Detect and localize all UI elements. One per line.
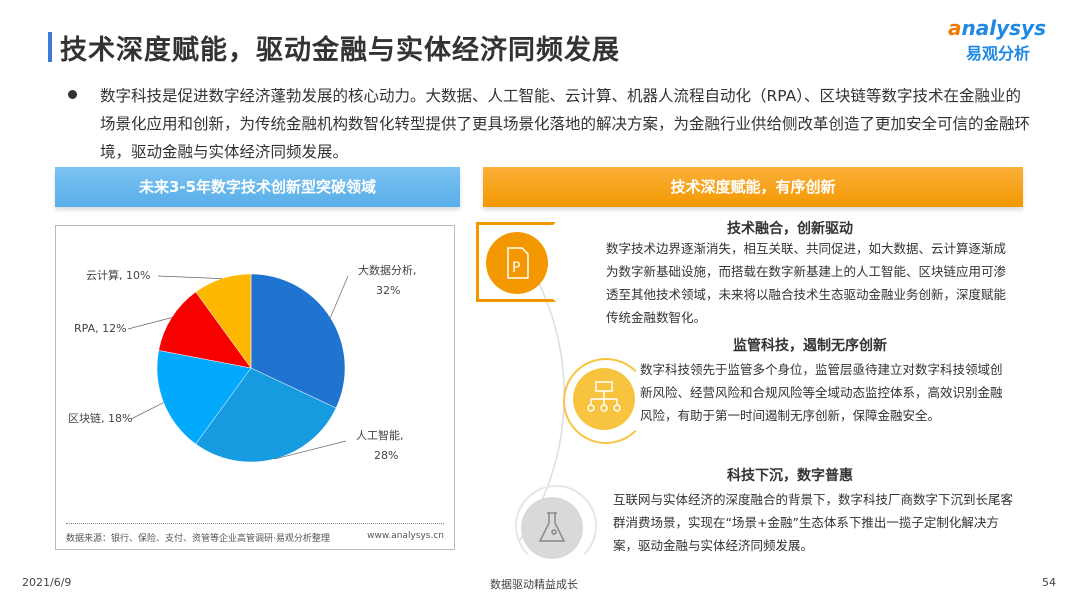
intro-text: 数字科技是促进数字经济蓬勃发展的核心动力。大数据、人工智能、云计算、机器人流程自…: [100, 87, 1031, 161]
bullet-icon: [68, 90, 77, 99]
section-text: 数字科技领先于监管多个身位，监管层亟待建立对数字科技领域创新风险、经营风险和合规…: [640, 362, 1003, 423]
data-source: 数据来源：银行、保险、支付、资管等企业高管调研·易观分析整理: [66, 534, 330, 544]
slice-label: 区块链, 18%: [68, 411, 132, 425]
slice-label: 人工智能,: [356, 428, 404, 442]
section-heading: 科技下沉，数字普惠: [727, 468, 853, 484]
icon-ring: [515, 485, 597, 567]
leader-line: [274, 440, 347, 460]
source-url: www.analysys.cn: [367, 531, 444, 541]
document-p-icon: P: [486, 232, 548, 294]
page-number: 54: [1042, 576, 1056, 589]
right-section-header: 技术深度赋能，有序创新: [483, 167, 1023, 207]
footer-date: 2021/6/9: [22, 576, 72, 589]
slice-percent: 32%: [376, 284, 400, 297]
leader-line: [157, 275, 222, 279]
flask-icon: [521, 497, 583, 559]
logo-cn: 易观分析: [966, 44, 1031, 63]
slice-label: RPA, 12%: [74, 322, 127, 335]
hierarchy-icon: [573, 368, 635, 430]
footer-slogan: 数据驱动精益成长: [490, 578, 578, 591]
page-title: 技术深度赋能，驱动金融与实体经济同频发展: [60, 35, 620, 66]
leader-line: [330, 275, 349, 318]
leader-line: [130, 402, 164, 420]
divider: [66, 523, 444, 524]
slice-label: 大数据分析,: [358, 263, 417, 277]
slice-label: 云计算, 10%: [86, 268, 150, 282]
title-accent-bar: [48, 32, 52, 62]
pie-slice-人工智能: [195, 367, 337, 463]
pie-chart: 大数据分析, 32% 人工智能, 28% 区块链, 18% RPA, 12% 云计算, 10…: [68, 263, 417, 463]
pie-chart-panel: 大数据分析, 32% 人工智能, 28% 区块链, 18% RPA, 12% 云计算, 10…: [55, 225, 455, 550]
left-section-header: 未来3-5年数字技术创新型突破领域: [55, 167, 460, 207]
icon-ring: [476, 222, 556, 302]
section-heading: 技术融合，创新驱动: [727, 221, 853, 237]
slice-percent: 28%: [374, 449, 398, 462]
section-heading: 监管科技，遏制无序创新: [733, 338, 887, 354]
pie-slice-RPA: [158, 291, 252, 369]
section-text: 互联网与实体经济的深度融合的背景下，数字科技厂商数字下沉到长尾客群消费场景，实现…: [613, 492, 1014, 553]
svg-text:P: P: [512, 260, 520, 276]
icon-ring: [563, 358, 649, 444]
section-text: 数字技术边界逐渐消失，相互关联、共同促进，如大数据、云计算逐渐成为数字新基础设施…: [606, 241, 1007, 325]
logo: analysys 易观分析: [948, 16, 1058, 72]
leader-line: [127, 317, 172, 330]
